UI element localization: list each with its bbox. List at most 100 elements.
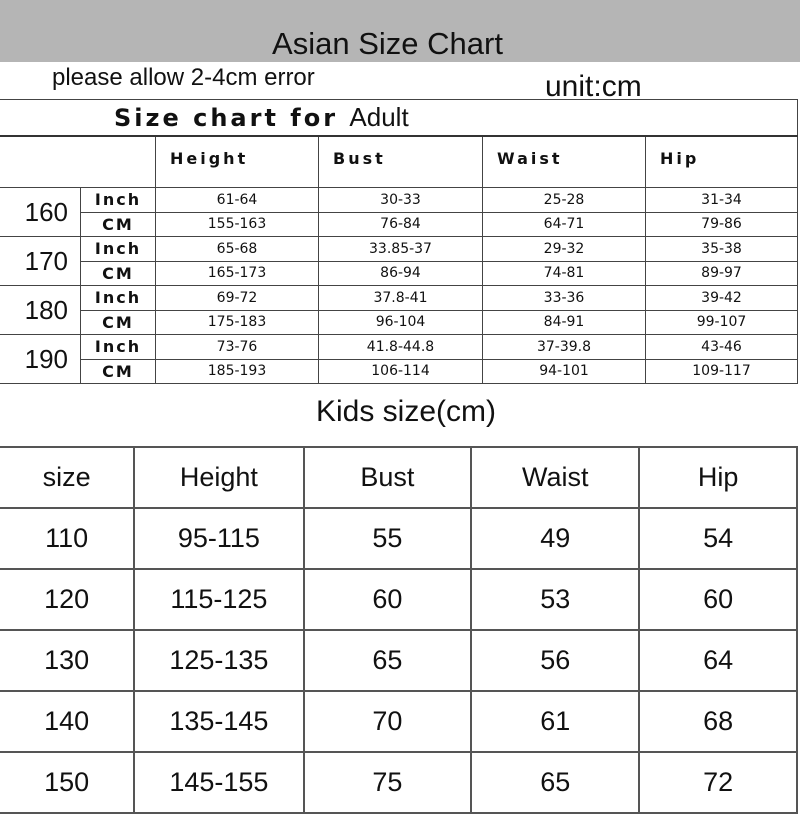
kids-cell: 110 <box>0 507 136 570</box>
title-band <box>0 0 800 62</box>
kids-cell: 61 <box>470 690 641 753</box>
kids-cell: 75 <box>302 751 473 814</box>
adult-caption: Size chart for Adult <box>0 99 798 137</box>
value-cell: 31-34 <box>645 187 798 213</box>
value-cell: 79-86 <box>645 211 798 237</box>
kids-col-header: Bust <box>302 446 473 509</box>
col-bust: Bust <box>318 135 483 188</box>
kids-col-header: Waist <box>470 446 641 509</box>
value-cell: 155-163 <box>155 211 319 237</box>
value-cell: 41.8-44.8 <box>318 334 483 360</box>
value-cell: 29-32 <box>482 236 646 262</box>
adult-row-180-cm: CM 175-183 96-104 84-91 99-107 <box>0 309 798 335</box>
adult-row-170-inch: 170 Inch 65-68 33.85-37 29-32 35-38 <box>0 236 798 286</box>
kids-cell: 120 <box>0 568 136 631</box>
value-cell: 84-91 <box>482 309 646 335</box>
value-cell: 99-107 <box>645 309 798 335</box>
unit-cell: CM <box>80 358 156 384</box>
kids-cell: 140 <box>0 690 136 753</box>
kids-cell: 49 <box>470 507 641 570</box>
unit-cell: CM <box>80 211 156 237</box>
kids-col-header: size <box>0 446 136 509</box>
adult-header-row: Height Bust Waist Hip <box>0 135 798 188</box>
kids-title: Kids size(cm) <box>315 395 496 428</box>
kids-col-header: Hip <box>638 446 798 509</box>
kids-row: 120 115-125 60 53 60 <box>0 568 798 631</box>
kids-cell: 65 <box>470 751 641 814</box>
value-cell: 165-173 <box>155 260 319 286</box>
col-waist: Waist <box>482 135 646 188</box>
value-cell: 65-68 <box>155 236 319 262</box>
size-label: 170 <box>0 236 81 286</box>
adult-row-190-inch: 190 Inch 73-76 41.8-44.8 37-39.8 43-46 <box>0 334 798 384</box>
kids-cell: 72 <box>638 751 798 814</box>
kids-cell: 68 <box>638 690 798 753</box>
kids-cell: 150 <box>0 751 136 814</box>
kids-row: 130 125-135 65 56 64 <box>0 629 798 692</box>
kids-cell: 135-145 <box>133 690 305 753</box>
value-cell: 35-38 <box>645 236 798 262</box>
kids-size-table: size Height Bust Waist Hip 110 95-115 55 49 54 120… <box>0 446 798 814</box>
kids-cell: 145-155 <box>133 751 305 814</box>
unit-cell: Inch <box>80 187 156 213</box>
value-cell: 64-71 <box>482 211 646 237</box>
adult-row-170-cm: CM 165-173 86-94 74-81 89-97 <box>0 260 798 286</box>
kids-cell: 60 <box>302 568 473 631</box>
value-cell: 39-42 <box>645 285 798 311</box>
error-note: please allow 2-4cm error <box>52 64 315 91</box>
value-cell: 69-72 <box>155 285 319 311</box>
unit-cell: CM <box>80 260 156 286</box>
unit-cell: Inch <box>80 236 156 262</box>
value-cell: 73-76 <box>155 334 319 360</box>
value-cell: 37-39.8 <box>482 334 646 360</box>
kids-cell: 70 <box>302 690 473 753</box>
value-cell: 43-46 <box>645 334 798 360</box>
value-cell: 74-81 <box>482 260 646 286</box>
kids-cell: 130 <box>0 629 136 692</box>
value-cell: 76-84 <box>318 211 483 237</box>
value-cell: 175-183 <box>155 309 319 335</box>
value-cell: 96-104 <box>318 309 483 335</box>
kids-cell: 115-125 <box>133 568 305 631</box>
value-cell: 37.8-41 <box>318 285 483 311</box>
size-label: 180 <box>0 285 81 335</box>
value-cell: 109-117 <box>645 358 798 384</box>
size-label: 160 <box>0 187 81 237</box>
kids-cell: 56 <box>470 629 641 692</box>
kids-row: 110 95-115 55 49 54 <box>0 507 798 570</box>
page-title: Asian Size Chart <box>272 26 503 61</box>
unit-cell: Inch <box>80 334 156 360</box>
adult-size-table: Size chart for Adult Height Bust Waist H… <box>0 99 798 384</box>
kids-row: 150 145-155 75 65 72 <box>0 751 798 814</box>
value-cell: 106-114 <box>318 358 483 384</box>
kids-col-header: Height <box>133 446 305 509</box>
col-height: Height <box>155 135 319 188</box>
kids-header-row: size Height Bust Waist Hip <box>0 446 798 509</box>
value-cell: 89-97 <box>645 260 798 286</box>
kids-cell: 125-135 <box>133 629 305 692</box>
kids-cell: 65 <box>302 629 473 692</box>
adult-row-180-inch: 180 Inch 69-72 37.8-41 33-36 39-42 <box>0 285 798 335</box>
kids-cell: 55 <box>302 507 473 570</box>
value-cell: 33-36 <box>482 285 646 311</box>
col-hip: Hip <box>645 135 798 188</box>
kids-cell: 60 <box>638 568 798 631</box>
size-label: 190 <box>0 334 81 384</box>
kids-row: 140 135-145 70 61 68 <box>0 690 798 753</box>
value-cell: 94-101 <box>482 358 646 384</box>
value-cell: 61-64 <box>155 187 319 213</box>
kids-cell: 53 <box>470 568 641 631</box>
kids-cell: 64 <box>638 629 798 692</box>
unit-cell: CM <box>80 309 156 335</box>
value-cell: 86-94 <box>318 260 483 286</box>
value-cell: 30-33 <box>318 187 483 213</box>
kids-cell: 95-115 <box>133 507 305 570</box>
adult-row-190-cm: CM 185-193 106-114 94-101 109-117 <box>0 358 798 384</box>
adult-row-160-cm: CM 155-163 76-84 64-71 79-86 <box>0 211 798 237</box>
unit-cell: Inch <box>80 285 156 311</box>
adult-row-160-inch: 160 Inch 61-64 30-33 25-28 31-34 <box>0 187 798 237</box>
kids-cell: 54 <box>638 507 798 570</box>
value-cell: 25-28 <box>482 187 646 213</box>
value-cell: 185-193 <box>155 358 319 384</box>
unit-label: unit:cm <box>545 70 642 103</box>
